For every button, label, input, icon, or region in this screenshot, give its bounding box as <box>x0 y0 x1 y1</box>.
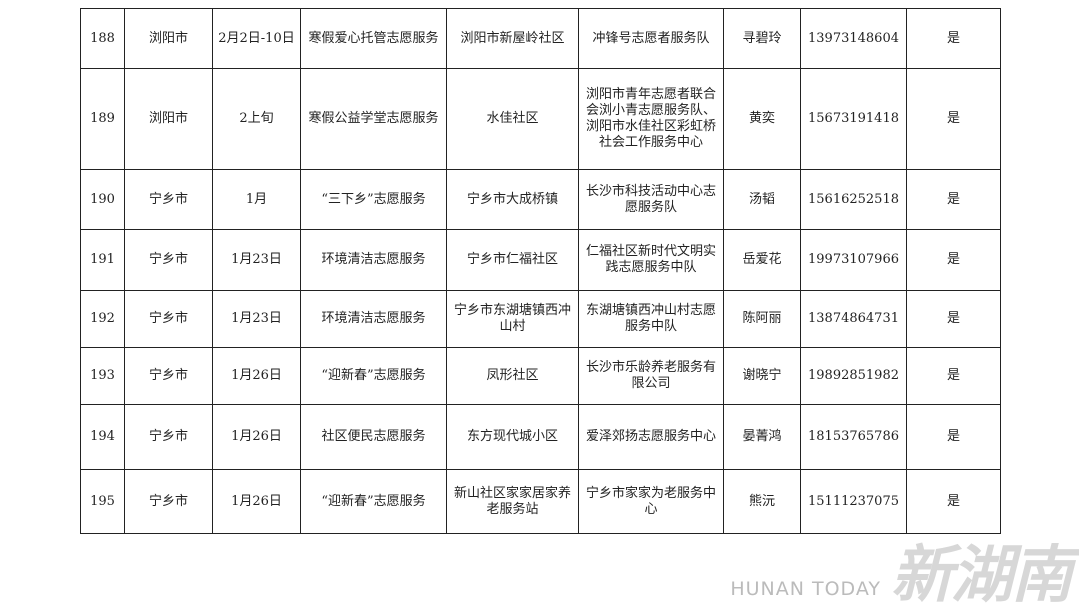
time-cell: 2月2日-10日 <box>212 8 301 69</box>
hunan-today-watermark: HUNAN TODAY 新湖南 <box>730 538 1073 611</box>
table-row: 188 浏阳市 2月2日-10日 寒假爱心托管志愿服务 浏阳市新屋岭社区 冲锋号志愿者服务… <box>80 8 1001 69</box>
city-cell: 浏阳市 <box>124 8 213 69</box>
activity-cell: “迎新春”志愿服务 <box>300 469 447 534</box>
row-number: 189 <box>80 68 125 170</box>
activity-cell: “三下乡”志愿服务 <box>300 169 447 230</box>
flag-cell: 是 <box>906 68 1001 170</box>
row-number: 194 <box>80 404 125 470</box>
time-cell: 2上旬 <box>212 68 301 170</box>
organization-cell: 仁福社区新时代文明实践志愿服务中队 <box>578 229 724 291</box>
city-cell: 浏阳市 <box>124 68 213 170</box>
activity-cell: 环境清洁志愿服务 <box>300 229 447 291</box>
place-cell: 水佳社区 <box>446 68 579 170</box>
phone-cell: 15673191418 <box>800 68 907 170</box>
place-cell: 新山社区家家居家养老服务站 <box>446 469 579 534</box>
organization-cell: 浏阳市青年志愿者联合会浏小青志愿服务队、浏阳市水佳社区彩虹桥社会工作服务中心 <box>578 68 724 170</box>
place-cell: 宁乡市大成桥镇 <box>446 169 579 230</box>
table-row: 194 宁乡市 1月26日 社区便民志愿服务 东方现代城小区 爱泽郊扬志愿服务中心 晏菁鸿 1… <box>80 404 1001 470</box>
table-row: 195 宁乡市 1月26日 “迎新春”志愿服务 新山社区家家居家养老服务站 宁乡市家家为老… <box>80 469 1001 534</box>
contact-cell: 汤韬 <box>723 169 801 230</box>
place-cell: 东方现代城小区 <box>446 404 579 470</box>
phone-cell: 18153765786 <box>800 404 907 470</box>
row-number: 193 <box>80 347 125 405</box>
flag-cell: 是 <box>906 469 1001 534</box>
phone-cell: 19973107966 <box>800 229 907 291</box>
phone-cell: 13973148604 <box>800 8 907 69</box>
city-cell: 宁乡市 <box>124 169 213 230</box>
city-cell: 宁乡市 <box>124 347 213 405</box>
phone-cell: 15616252518 <box>800 169 907 230</box>
contact-cell: 陈阿丽 <box>723 290 801 348</box>
place-cell: 宁乡市仁福社区 <box>446 229 579 291</box>
flag-cell: 是 <box>906 404 1001 470</box>
flag-cell: 是 <box>906 8 1001 69</box>
phone-cell: 15111237075 <box>800 469 907 534</box>
phone-cell: 13874864731 <box>800 290 907 348</box>
time-cell: 1月23日 <box>212 229 301 291</box>
row-number: 192 <box>80 290 125 348</box>
organization-cell: 冲锋号志愿者服务队 <box>578 8 724 69</box>
time-cell: 1月26日 <box>212 404 301 470</box>
organization-cell: 宁乡市家家为老服务中心 <box>578 469 724 534</box>
activity-cell: “迎新春”志愿服务 <box>300 347 447 405</box>
organization-cell: 长沙市科技活动中心志愿服务队 <box>578 169 724 230</box>
watermark-logo-en: HUNAN TODAY <box>730 578 881 600</box>
row-number: 195 <box>80 469 125 534</box>
time-cell: 1月26日 <box>212 469 301 534</box>
table-row: 193 宁乡市 1月26日 “迎新春”志愿服务 凤形社区 长沙市乐龄养老服务有限公司 谢晓宁… <box>80 347 1001 405</box>
contact-cell: 熊沅 <box>723 469 801 534</box>
table-row: 192 宁乡市 1月23日 环境清洁志愿服务 宁乡市东湖塘镇西冲山村 东湖塘镇西冲山村志愿… <box>80 290 1001 348</box>
place-cell: 宁乡市东湖塘镇西冲山村 <box>446 290 579 348</box>
contact-cell: 寻碧玲 <box>723 8 801 69</box>
activity-table: 188 浏阳市 2月2日-10日 寒假爱心托管志愿服务 浏阳市新屋岭社区 冲锋号志愿者服务… <box>80 8 1001 534</box>
organization-cell: 长沙市乐龄养老服务有限公司 <box>578 347 724 405</box>
watermark-logo-cn: 新湖南 <box>890 538 1073 611</box>
place-cell: 凤形社区 <box>446 347 579 405</box>
phone-cell: 19892851982 <box>800 347 907 405</box>
city-cell: 宁乡市 <box>124 404 213 470</box>
flag-cell: 是 <box>906 169 1001 230</box>
city-cell: 宁乡市 <box>124 290 213 348</box>
contact-cell: 黄奕 <box>723 68 801 170</box>
city-cell: 宁乡市 <box>124 469 213 534</box>
contact-cell: 岳爱花 <box>723 229 801 291</box>
row-number: 188 <box>80 8 125 69</box>
time-cell: 1月26日 <box>212 347 301 405</box>
activity-cell: 环境清洁志愿服务 <box>300 290 447 348</box>
table-row: 191 宁乡市 1月23日 环境清洁志愿服务 宁乡市仁福社区 仁福社区新时代文明实践志愿服… <box>80 229 1001 291</box>
time-cell: 1月 <box>212 169 301 230</box>
place-cell: 浏阳市新屋岭社区 <box>446 8 579 69</box>
contact-cell: 谢晓宁 <box>723 347 801 405</box>
table-row: 190 宁乡市 1月 “三下乡”志愿服务 宁乡市大成桥镇 长沙市科技活动中心志愿服务队 汤韬… <box>80 169 1001 230</box>
organization-cell: 东湖塘镇西冲山村志愿服务中队 <box>578 290 724 348</box>
table-row: 189 浏阳市 2上旬 寒假公益学堂志愿服务 水佳社区 浏阳市青年志愿者联合会浏小青志愿服… <box>80 68 1001 170</box>
activity-cell: 寒假爱心托管志愿服务 <box>300 8 447 69</box>
city-cell: 宁乡市 <box>124 229 213 291</box>
row-number: 190 <box>80 169 125 230</box>
activity-cell: 寒假公益学堂志愿服务 <box>300 68 447 170</box>
time-cell: 1月23日 <box>212 290 301 348</box>
organization-cell: 爱泽郊扬志愿服务中心 <box>578 404 724 470</box>
flag-cell: 是 <box>906 229 1001 291</box>
row-number: 191 <box>80 229 125 291</box>
flag-cell: 是 <box>906 347 1001 405</box>
activity-cell: 社区便民志愿服务 <box>300 404 447 470</box>
contact-cell: 晏菁鸿 <box>723 404 801 470</box>
flag-cell: 是 <box>906 290 1001 348</box>
